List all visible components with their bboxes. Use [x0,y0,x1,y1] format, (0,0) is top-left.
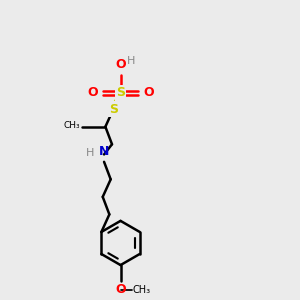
Text: H: H [86,148,94,158]
Text: H: H [127,56,136,66]
Text: O: O [87,86,98,99]
Text: O: O [115,283,126,296]
Text: O: O [143,86,154,99]
Text: N: N [99,145,109,158]
Text: S: S [109,103,118,116]
Text: O: O [115,58,126,71]
Text: S: S [116,86,125,99]
Text: CH₃: CH₃ [133,284,151,295]
Text: CH₃: CH₃ [64,121,80,130]
